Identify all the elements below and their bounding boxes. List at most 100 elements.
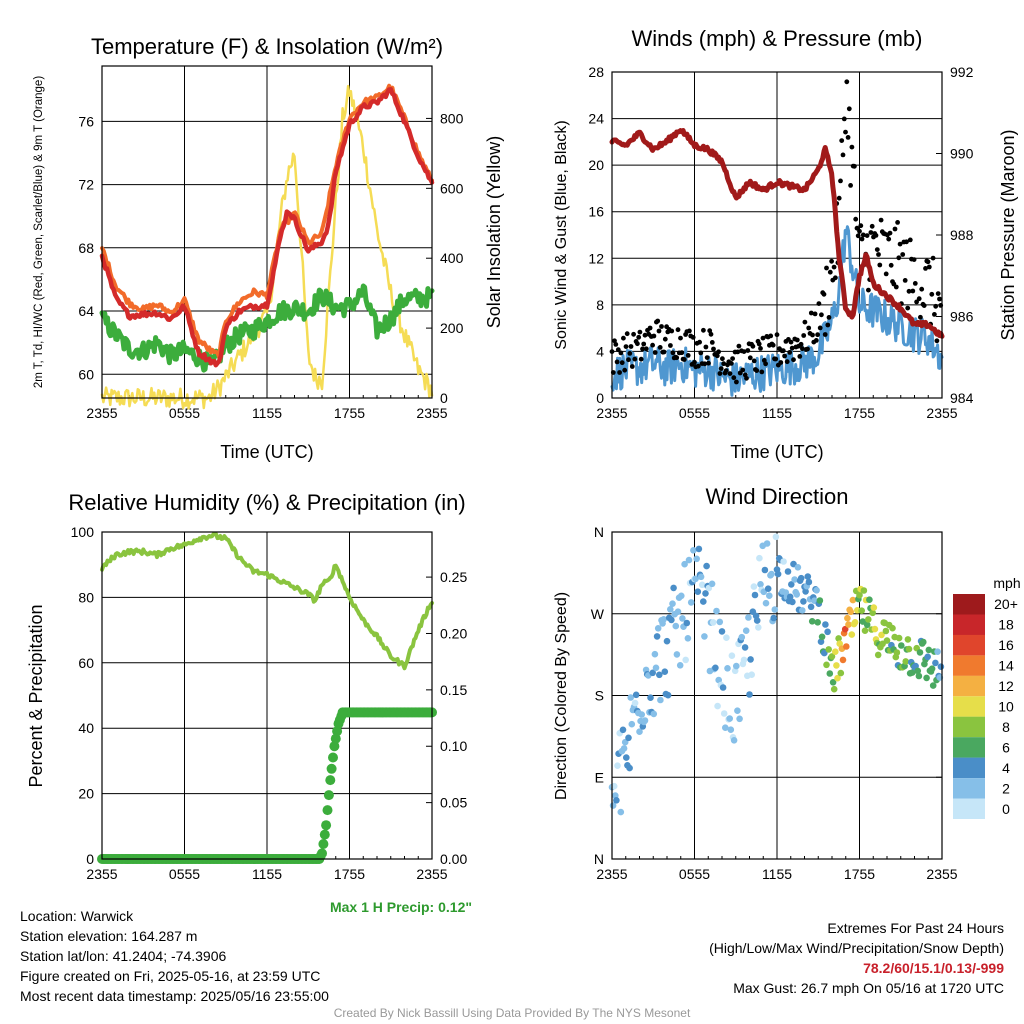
legend-swatch [953,594,985,615]
plot-area: 2355 0555 1155 1755 235504812162024289849869… [588,64,973,421]
x-tick-label: 1755 [844,866,875,882]
direction-point [755,624,762,631]
direction-point [702,590,709,597]
gust-point [839,138,845,144]
legend-label: 16 [998,637,1014,653]
direction-point [664,691,672,699]
direction-point [728,652,736,659]
direction-point [878,631,885,639]
x-tick-label: 2355 [86,405,117,421]
gust-point [892,226,898,232]
direction-point [826,670,834,677]
direction-point [672,622,680,630]
direction-point [870,604,878,611]
direction-point [636,728,643,735]
precip-note: Max 1 H Precip: 0.12" [330,899,472,915]
direction-point [614,762,621,769]
gust-point [805,346,810,352]
gust-point [730,356,735,361]
y-tick-label: 4 [596,343,604,359]
y2-tick-label: 0 [440,390,448,406]
gust-point [711,346,716,352]
gust-point [929,291,935,297]
gust-point [614,359,620,365]
direction-point [678,592,685,600]
gust-point [918,314,923,320]
gust-point [668,343,673,348]
gust-point [819,312,824,318]
gust-point [866,287,871,293]
legend-label: 8 [1002,719,1010,735]
direction-point [924,653,931,661]
gust-point [816,301,822,306]
precip-point [330,733,341,744]
direction-point [929,682,937,689]
gust-point [886,236,892,242]
y2-tick-label: 0.05 [440,795,467,811]
gust-point [659,324,664,329]
legend-label: 0 [1002,801,1010,817]
direction-point [800,598,807,605]
direction-point [937,663,945,670]
gust-point [723,368,729,373]
direction-point [869,609,876,617]
legend-swatch [953,675,985,697]
gust-point [784,359,790,365]
direction-point [733,662,740,670]
direction-point [695,545,703,553]
gust-point [638,356,644,362]
direction-point [764,585,772,592]
direction-point [770,614,777,622]
direction-point [871,625,879,633]
direction-point [883,637,891,644]
direction-point [828,653,836,660]
direction-point [685,556,693,564]
direction-point [866,596,873,603]
y2-tick-label: 0.10 [440,738,467,754]
direction-point [902,658,909,665]
gust-point [655,318,661,324]
direction-point [738,633,746,641]
direction-point [791,576,798,583]
direction-point [638,711,645,718]
direction-point [789,598,796,606]
direction-point [860,587,868,594]
gust-point [678,335,683,341]
direction-point [829,679,837,686]
direction-point [823,661,830,669]
y2-tick-label: 800 [440,110,464,126]
gust-point [838,178,843,184]
gust-point [906,288,912,294]
direction-point [714,702,721,710]
y-tick-label: 60 [78,655,94,671]
y-tick-label: 28 [588,64,604,80]
direction-point [845,621,852,628]
gust-point [695,363,701,369]
gust-point [893,284,899,290]
y2-tick-label: 400 [440,250,464,266]
legend-swatch [953,655,985,676]
direction-point [734,707,741,714]
gust-point [745,348,751,353]
gust-point [628,344,634,349]
direction-point [784,568,792,575]
direction-point [736,715,743,723]
y2-axis-label-wind: Station Pressure (Maroon) [998,129,1018,340]
direction-point [649,669,656,677]
x-tick-label: 1755 [334,866,365,882]
gust-point [853,216,859,222]
y-axis-label-rh: Percent & Precipitation [26,604,46,787]
gust-point [895,220,900,225]
direction-point [684,635,692,642]
direction-point [928,665,936,672]
gust-point [843,129,848,135]
direction-point [893,649,901,656]
direction-points [608,533,945,816]
gust-point [780,348,786,354]
gust-point [621,335,626,341]
direction-point [844,614,851,622]
direction-point [813,587,820,594]
y2-tick-label: 990 [950,146,974,162]
gust-point [617,370,622,375]
